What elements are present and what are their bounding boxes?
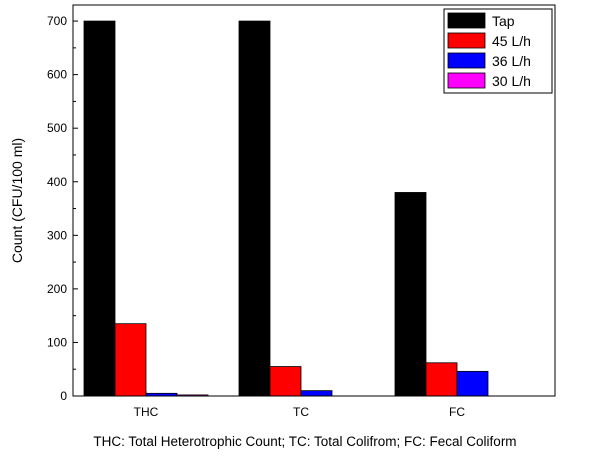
y-tick-label: 100 [47,335,67,349]
x-axis-ticks: THC TC FC [134,391,465,419]
y-tick-label: 500 [47,121,67,135]
x-tick-label: FC [449,405,465,419]
y-tick-label: 300 [47,228,67,242]
x-tick-label: THC [134,405,159,419]
bar-fc-2 [456,370,489,397]
y-tick-label: 200 [47,282,67,296]
bar-fc-1 [425,362,458,397]
plot-frame [72,4,556,397]
legend-label: Tap [492,13,515,29]
bar-tc-2 [300,390,333,397]
y-axis-title: Count (CFU/100 ml) [9,138,25,263]
x-tick-label: TC [293,405,309,419]
legend-label: 36 L/h [492,53,531,69]
legend-swatch [447,52,486,69]
legend-swatch [447,72,486,89]
legend-swatch [447,12,486,29]
y-tick-label: 0 [60,389,67,403]
y-tick-label: 400 [47,175,67,189]
y-tick-label: 700 [47,14,67,28]
legend-label: 30 L/h [492,73,531,89]
chart-caption: THC: Total Heterotrophic Count; TC: Tota… [93,434,516,449]
legend-label: 45 L/h [492,33,531,49]
bar-thc-0 [83,20,116,397]
y-tick-label: 600 [47,68,67,82]
bar-fc-0 [394,192,427,397]
legend: Tap 45 L/h 36 L/h 30 L/h [443,8,553,94]
y-axis-ticks: 0 100 200 300 400 500 600 700 [47,14,78,403]
bar-thc-1 [114,323,147,397]
bar-tc-0 [238,20,271,397]
bar-tc-1 [269,366,302,397]
legend-swatch [447,32,486,49]
bars-group [83,20,519,397]
